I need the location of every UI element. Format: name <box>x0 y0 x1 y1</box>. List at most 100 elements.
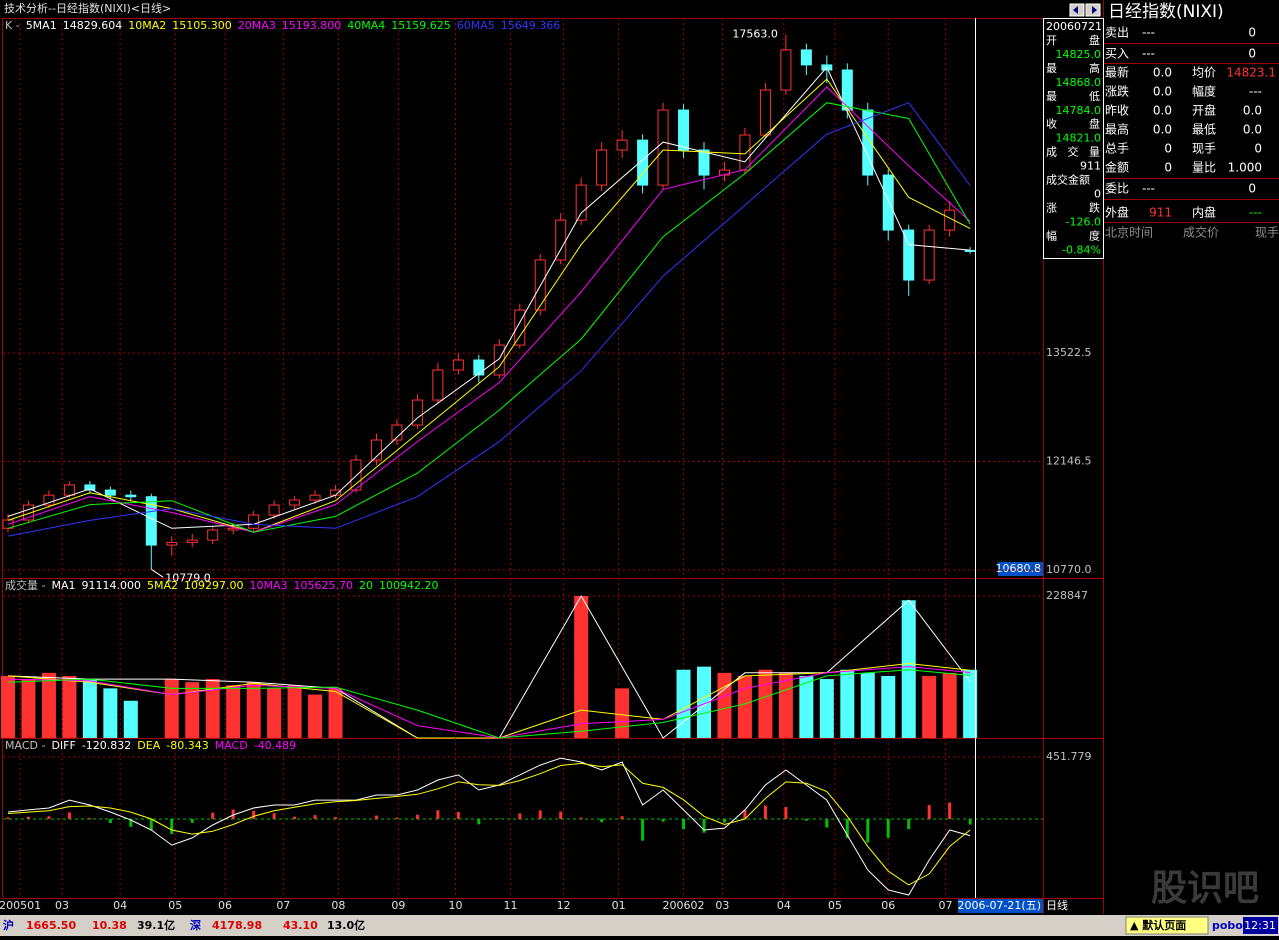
legend-label: MACD - <box>5 739 45 752</box>
macd-bar <box>580 818 583 819</box>
candle-body <box>105 490 115 495</box>
macd-bar <box>375 816 378 819</box>
legend-name: MACD <box>215 739 248 752</box>
x-tick-label: 12 <box>557 899 571 912</box>
volume-bar <box>329 688 343 738</box>
macd-bar <box>395 818 398 819</box>
info-value: 0 <box>1248 182 1256 196</box>
quote-value: 14821.0 <box>1056 132 1102 145</box>
legend-value: 100942.20 <box>379 579 439 592</box>
x-tick-label: 01 <box>612 899 626 912</box>
info-label: 金额 <box>1105 160 1129 175</box>
info-value: 0.0 <box>1153 85 1172 99</box>
macd-bar <box>314 815 317 819</box>
x-tick-label: 200602 <box>663 899 705 912</box>
candle-body <box>494 345 504 375</box>
info-value: 0.0 <box>1153 66 1172 80</box>
quote-label: 成交金额 <box>1046 173 1090 187</box>
status-item: 深 <box>190 918 201 932</box>
info-value: 0 <box>1254 142 1262 156</box>
info-value: 0 <box>1248 26 1256 40</box>
watermark: 股识吧 <box>1151 868 1259 909</box>
y-tick-label: 228847 <box>1046 589 1088 602</box>
macd-bar <box>6 817 9 819</box>
macd-bar <box>928 805 931 819</box>
macd-bar <box>518 813 521 819</box>
info-value: --- <box>1249 206 1262 220</box>
info-label: 最高 <box>1105 122 1129 137</box>
macd-bar <box>47 816 50 819</box>
macd-bar <box>662 819 665 822</box>
candle-body <box>453 360 463 370</box>
volume-bar <box>799 676 813 738</box>
status-item: 43.10 <box>283 919 318 932</box>
candle-body <box>597 150 607 185</box>
candle-body <box>331 490 341 495</box>
status-item: 4178.98 <box>212 919 262 932</box>
volume-bar <box>615 688 629 738</box>
x-tick-label: 03 <box>715 899 729 912</box>
x-tick-label: 06 <box>218 899 232 912</box>
quote-label: 成交量 <box>1046 145 1100 159</box>
legend-name: 5MA2 <box>147 579 178 592</box>
info-value: 0.0 <box>1243 104 1262 118</box>
info-label: 涨跌 <box>1105 84 1129 99</box>
macd-bar <box>416 815 419 819</box>
info-value: 1.000 <box>1228 161 1262 175</box>
macd-bar <box>150 819 153 830</box>
macd-bar <box>969 819 972 825</box>
macd-bar <box>805 819 808 821</box>
volume-bar <box>308 695 322 738</box>
candle-body <box>126 495 136 497</box>
candle-body <box>208 530 218 540</box>
info-value: 14823.1 <box>1226 66 1276 80</box>
volume-bar <box>861 673 875 738</box>
info-value: 0 <box>1248 47 1256 61</box>
quote-value: -0.84% <box>1062 243 1101 256</box>
x-tick-label: 09 <box>391 899 405 912</box>
legend-name: 5MA1 <box>26 19 57 32</box>
cursor-price: 10680.8 <box>996 562 1042 575</box>
legend-name: 40MA4 <box>347 19 385 32</box>
macd-bar <box>293 817 296 819</box>
x-tick-label: 06 <box>881 899 895 912</box>
legend-value: 109297.00 <box>184 579 244 592</box>
legend-value: 15159.625 <box>391 19 451 32</box>
page-button[interactable]: ▲ 默认页面 <box>1130 918 1186 932</box>
candle-body <box>576 185 586 220</box>
candle-body <box>679 110 689 150</box>
brand: pobo <box>1212 919 1243 932</box>
info-label: 最新 <box>1105 65 1129 80</box>
legend-value: 15193.800 <box>282 19 342 32</box>
macd-bar <box>784 807 787 819</box>
info-value: 量比 <box>1192 161 1216 175</box>
x-tick-label: 07 <box>276 899 290 912</box>
macd-bar <box>252 811 255 819</box>
info-value: 0.0 <box>1243 123 1262 137</box>
volume-bar <box>738 676 752 738</box>
volume-bar <box>103 688 117 738</box>
candle-body <box>760 90 770 135</box>
volume-bar <box>226 685 240 738</box>
candle-body <box>474 360 484 375</box>
high-annotation: 17563.0 <box>732 28 778 41</box>
quote-value: 14784.0 <box>1056 104 1102 117</box>
status-item: 13.0亿 <box>327 918 365 932</box>
legend-value: 91114.000 <box>81 579 141 592</box>
legend-value: 15105.300 <box>172 19 232 32</box>
info-value: --- <box>1142 47 1155 61</box>
x-tick-label: 200501 <box>0 899 41 912</box>
legend-name: 20 <box>359 579 373 592</box>
info-value: 幅度 <box>1192 84 1216 99</box>
quote-date: 20060721 <box>1046 20 1102 33</box>
macd-bar <box>682 819 685 829</box>
macd-bar <box>907 819 910 829</box>
candle-body <box>433 370 443 400</box>
volume-bar <box>820 679 834 738</box>
status-item: 1665.50 <box>26 919 76 932</box>
legend-label: 成交量 - <box>5 578 45 592</box>
legend-value: -40.489 <box>254 739 296 752</box>
info-label: 外盘 <box>1105 205 1129 220</box>
